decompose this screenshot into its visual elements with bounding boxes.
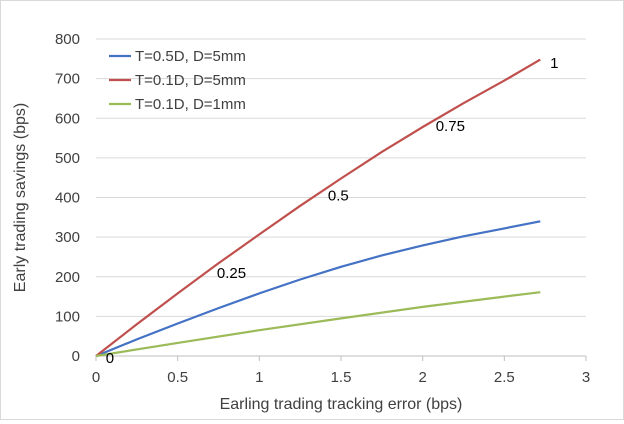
y-tick-label: 400 [55,190,80,207]
legend: T=0.5D, D=5mm T=0.1D, D=5mm T=0.1D, D=1mm [109,48,246,113]
y-tick-label: 600 [55,110,80,127]
legend-label: T=0.5D, D=5mm [135,48,246,65]
legend-label: T=0.1D, D=5mm [135,72,246,89]
point-annotation: 0.75 [436,118,465,135]
y-axis-title: Early trading savings (bps) [12,103,29,292]
gridlines [96,38,586,317]
y-tick-label: 100 [55,308,80,325]
series-line [95,220,541,358]
axes [95,355,587,361]
y-tick-label: 300 [55,229,80,246]
point-annotation: 1 [550,55,558,72]
y-tick-label: 800 [55,31,80,48]
point-annotations: 0 0.25 0.5 0.75 1 [106,55,559,367]
x-tick-label: 2.5 [494,369,515,386]
legend-label: T=0.1D, D=1mm [135,96,246,113]
x-axis-title: Earling trading tracking error (bps) [220,396,463,413]
x-tick-label: 1 [255,369,263,386]
y-tick-label: 700 [55,71,80,88]
y-tick-label: 0 [72,348,80,365]
point-annotation: 0.5 [328,188,349,205]
series-line [95,291,541,358]
x-tick-label: 1.5 [331,369,352,386]
series-line [95,58,541,357]
x-tick-label: 3 [582,369,590,386]
y-tick-label: 500 [55,150,80,167]
x-tick-label: 2 [418,369,426,386]
point-annotation: 0 [106,350,114,367]
y-tick-labels: 0 100 200 300 400 500 600 700 800 [55,31,80,365]
x-tick-label: 0 [92,369,100,386]
x-tick-labels: 0 0.5 1 1.5 2 2.5 3 [92,369,590,386]
y-tick-label: 200 [55,269,80,286]
x-tick-label: 0.5 [167,369,188,386]
point-annotation: 0.25 [217,265,246,282]
series-lines [95,58,541,358]
